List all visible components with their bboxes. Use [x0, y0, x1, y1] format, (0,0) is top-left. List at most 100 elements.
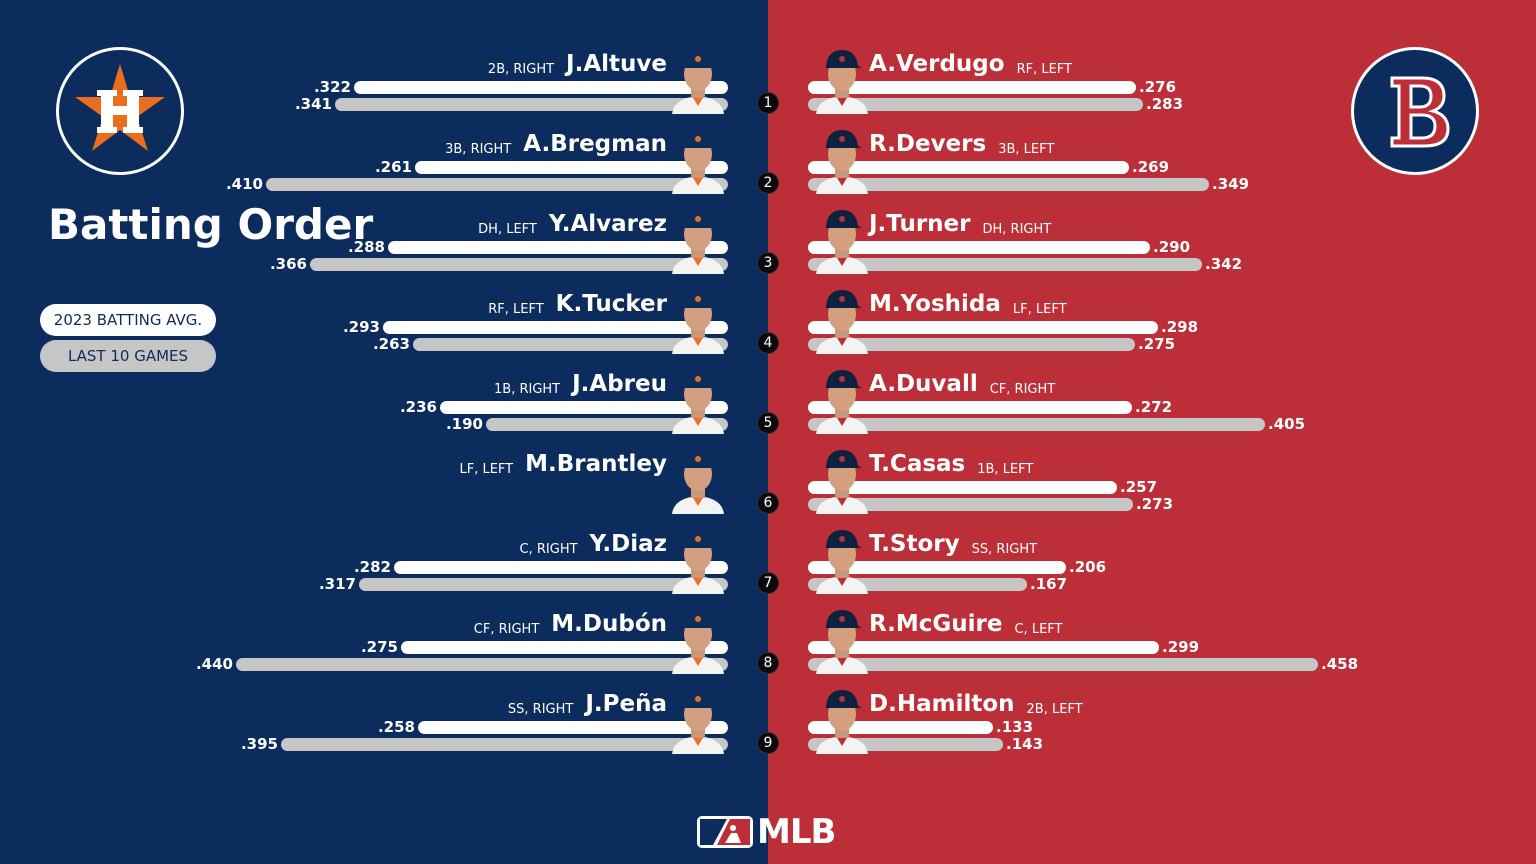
last10-value-label: .366: [269, 255, 307, 273]
legend-l10-label: LAST 10 GAMES: [67, 347, 189, 365]
last10-bar: [281, 738, 728, 751]
legend-avg-label: 2023 BATTING AVG.: [53, 311, 203, 329]
avg-value-label: .257: [1120, 478, 1158, 496]
last10-bar: [359, 578, 728, 591]
avg-bar: [808, 161, 1129, 174]
last10-value-label: .410: [225, 175, 263, 193]
player-name: K.Tucker: [555, 291, 667, 317]
player-photo: [812, 444, 872, 514]
last10-value-label: .167: [1030, 575, 1068, 593]
player-photo: [812, 204, 872, 274]
avg-bar: [440, 401, 728, 414]
last10-bar: [335, 98, 728, 111]
player-photo: [812, 524, 872, 594]
last10-value-label: .405: [1268, 415, 1306, 433]
last10-value-label: .143: [1006, 735, 1044, 753]
avg-bar: [808, 81, 1136, 94]
player-name: J.Altuve: [566, 51, 667, 77]
order-number-badge: 2: [757, 172, 779, 194]
player-name: A.Verdugo: [869, 51, 1005, 77]
page-title: Batting Order: [48, 200, 374, 249]
batting-order-row: .257.273 T.Casas 1B, LEFT: [0, 440, 1536, 520]
player-headshot-icon: [816, 370, 868, 434]
batting-order-row: .272 .405 A.Duvall CF, RIGHT: [0, 360, 1536, 440]
player-headshot-icon: [672, 290, 724, 354]
avg-value-label: .236: [399, 398, 437, 416]
batting-order-row: .276.283 A.Verdugo RF, LEFT: [0, 40, 1536, 120]
avg-bar: [808, 721, 993, 734]
player-photo: [668, 444, 728, 514]
player-photo: [668, 124, 728, 194]
player-position: 2B, LEFT: [1026, 702, 1083, 717]
avg-bar: [415, 161, 728, 174]
last10-value-label: .395: [240, 735, 278, 753]
player-position: 1B, LEFT: [977, 462, 1034, 477]
player-name: T.Casas: [869, 451, 966, 477]
red-sox-logo: [1351, 47, 1479, 175]
batting-order-row: .133.143 D.Hamilton 2B, LEFT: [0, 680, 1536, 760]
avg-value-label: .206: [1069, 558, 1107, 576]
last10-value-label: .317: [318, 575, 356, 593]
player-position: LF, LEFT: [459, 462, 514, 477]
avg-bar: [383, 321, 728, 334]
avg-value-label: .258: [377, 718, 415, 736]
player-photo: [668, 44, 728, 114]
last10-bar: [808, 418, 1265, 431]
avg-value-label: .299: [1162, 638, 1200, 656]
avg-value-label: .276: [1139, 78, 1177, 96]
last10-bar: [808, 498, 1133, 511]
avg-value-label: .272: [1135, 398, 1173, 416]
red-sox-b-icon: [1390, 76, 1450, 148]
player-name: J.Peña: [585, 691, 667, 717]
order-number-badge: 7: [757, 572, 779, 594]
player-photo: [812, 604, 872, 674]
avg-value-label: .269: [1132, 158, 1170, 176]
avg-value-label: .282: [353, 558, 391, 576]
player-headshot-icon: [672, 130, 724, 194]
player-name: D.Hamilton: [869, 691, 1015, 717]
player-headshot-icon: [672, 690, 724, 754]
last10-bar: [808, 338, 1135, 351]
last10-bar: [413, 338, 728, 351]
player-name: Y.Diaz: [589, 531, 667, 557]
astros-star-icon: [75, 64, 165, 151]
player-headshot-icon: [672, 210, 724, 274]
player-headshot-icon: [816, 50, 868, 114]
order-number-badge: 1: [757, 92, 779, 114]
player-name: J.Turner: [869, 211, 971, 237]
player-name: M.Yoshida: [869, 291, 1001, 317]
player-position: DH, RIGHT: [982, 222, 1052, 237]
avg-value-label: .288: [347, 238, 385, 256]
last10-value-label: .275: [1138, 335, 1176, 353]
player-name: M.Dubón: [551, 611, 667, 637]
order-number-badge: 6: [757, 492, 779, 514]
player-position: 3B, LEFT: [998, 142, 1055, 157]
avg-value-label: .261: [374, 158, 412, 176]
player-name: J.Abreu: [572, 371, 667, 397]
batting-order-row: .298.275 M.Yoshida LF, LEFT: [0, 280, 1536, 360]
avg-bar: [394, 561, 728, 574]
avg-bar: [808, 641, 1159, 654]
player-position: CF, RIGHT: [473, 622, 540, 637]
player-headshot-icon: [816, 530, 868, 594]
last10-value-label: .283: [1146, 95, 1184, 113]
last10-bar: [808, 178, 1209, 191]
last10-bar: [808, 658, 1318, 671]
avg-value-label: .322: [313, 78, 351, 96]
batting-order-row: .293.263 K.Tucker RF, LEFT 4: [0, 280, 1536, 360]
avg-value-label: .298: [1161, 318, 1199, 336]
player-position: C, LEFT: [1014, 622, 1063, 637]
player-photo: [812, 364, 872, 434]
last10-bar: [236, 658, 728, 671]
mlb-wordmark: MLB: [757, 812, 836, 852]
player-headshot-icon: [672, 530, 724, 594]
player-name: A.Bregman: [523, 131, 667, 157]
player-position: 2B, RIGHT: [487, 62, 555, 77]
batting-order-row: .299 .458 R.McGuire C, LEFT: [0, 600, 1536, 680]
player-photo: [668, 284, 728, 354]
legend-l10-key: LAST 10 GAMES: [40, 340, 216, 372]
player-position: C, RIGHT: [519, 542, 578, 557]
astros-logo: [56, 47, 184, 175]
player-headshot-icon: [816, 290, 868, 354]
player-position: RF, LEFT: [488, 302, 544, 317]
